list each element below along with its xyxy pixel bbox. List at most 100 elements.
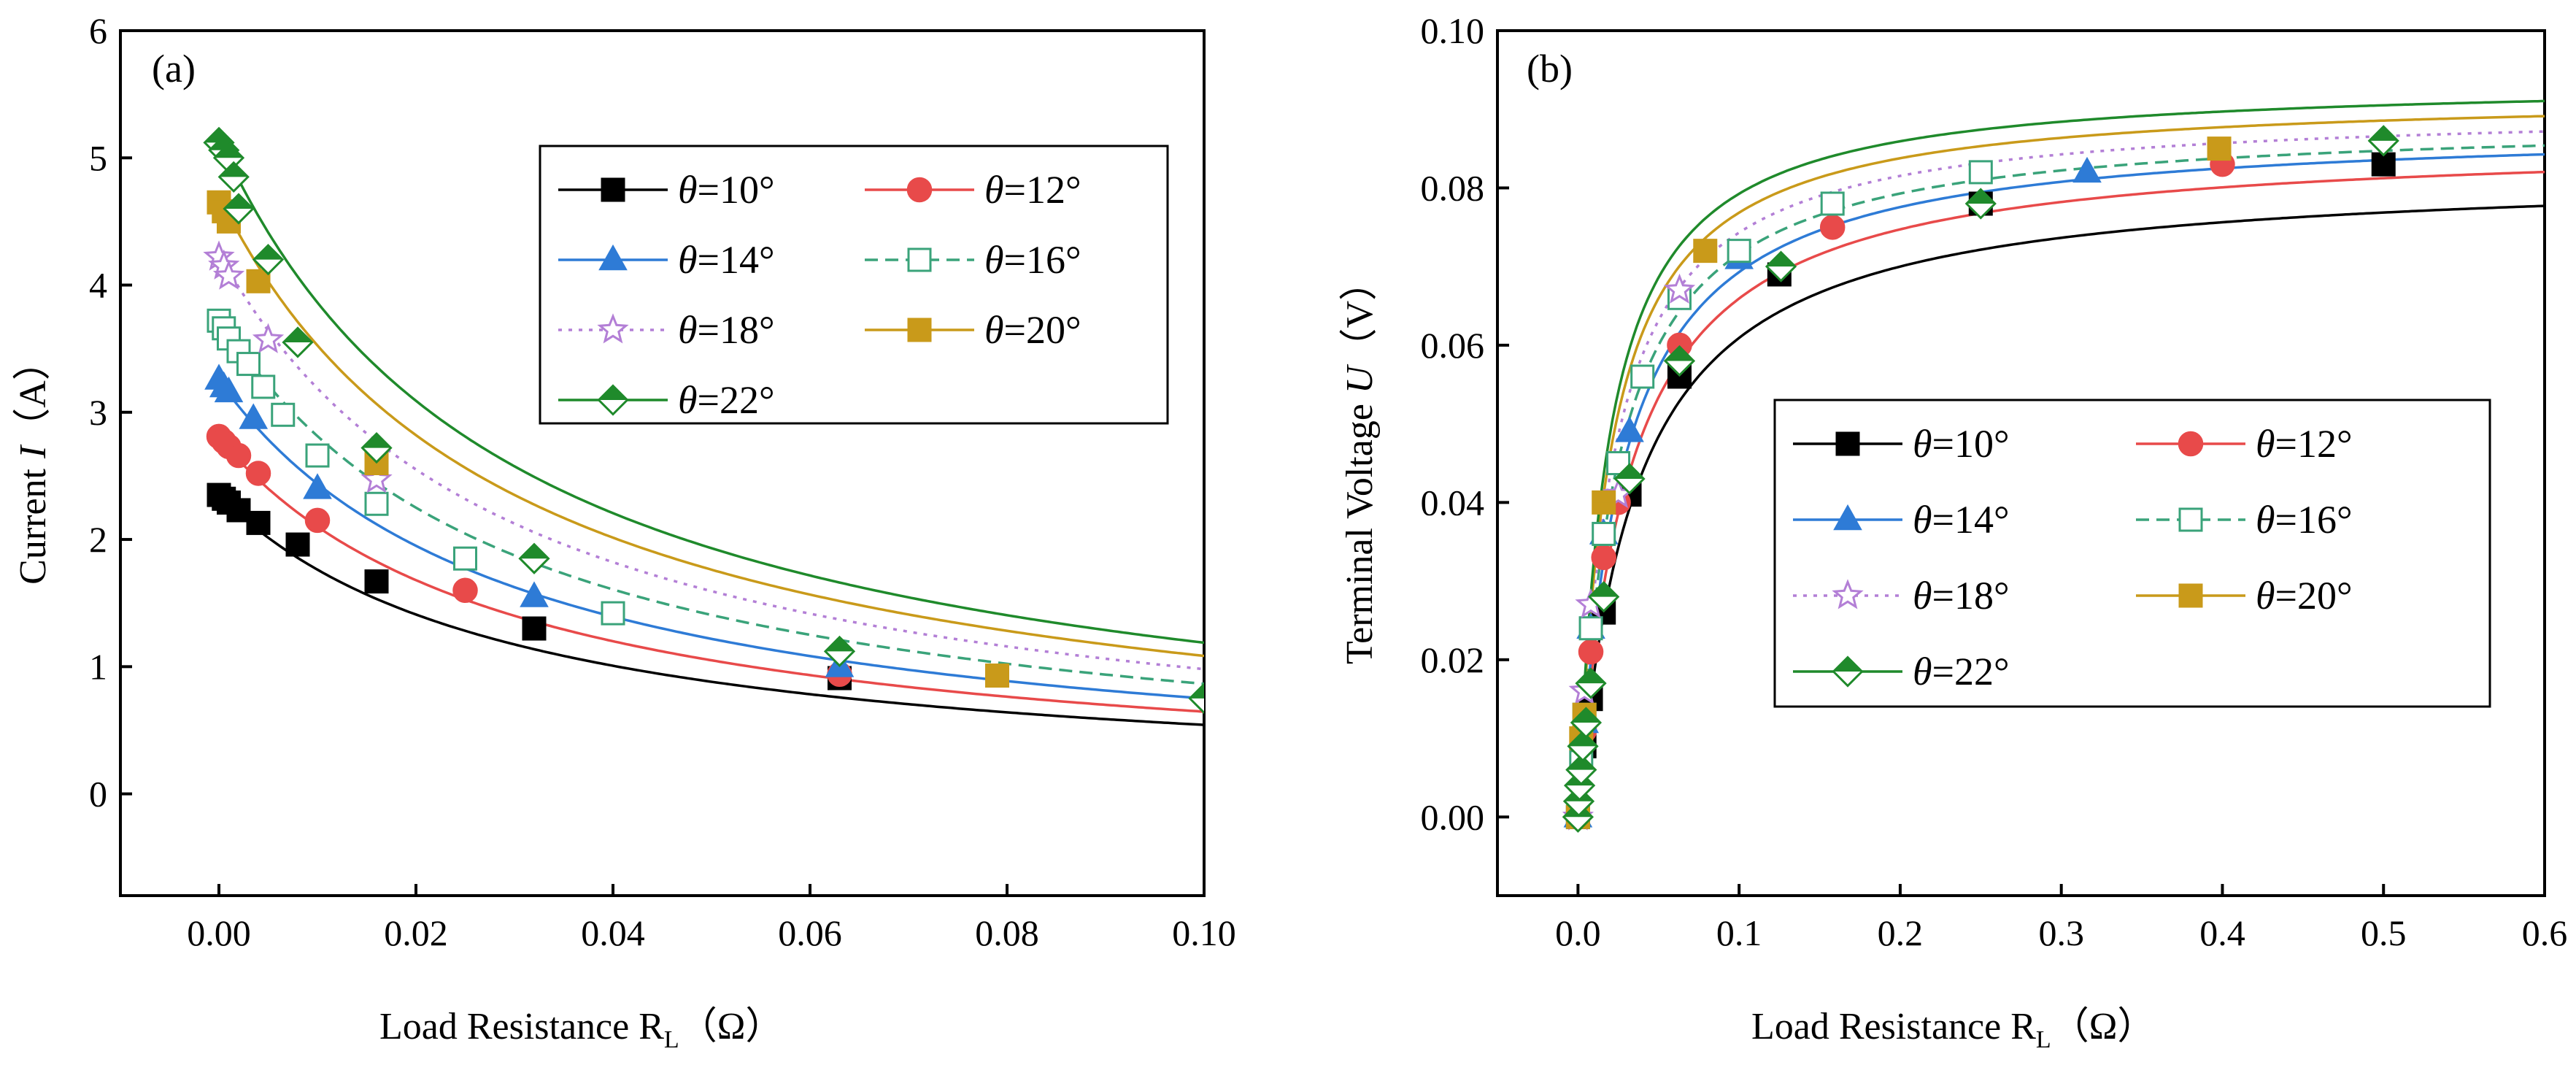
b-x-tick-label: 0.3 (2038, 912, 2084, 953)
a-point-series-3 (236, 352, 261, 377)
panel-a-series-lines (220, 144, 1204, 726)
a-legend-theta-5: θ (984, 308, 1004, 352)
b-point-series-6-top-half (1767, 252, 1796, 267)
a-legend-marker-4 (597, 313, 629, 344)
a-legend-label-1: θ=12° (984, 168, 1081, 212)
b-point-series-6-top-half (1589, 582, 1619, 597)
panel-b-y-axis-title: Terminal Voltage U（V） (1339, 263, 1381, 664)
b-point-series-3 (1606, 451, 1631, 475)
b-line-series-6 (1580, 99, 2545, 745)
a-point-series-6-top-half (362, 434, 391, 448)
panel-a-label: (a) (152, 47, 196, 91)
a-point-series-1 (304, 507, 331, 534)
b-point-series-6-top-half (1567, 755, 1596, 770)
a-point-series-5-top-half (986, 664, 1009, 676)
b-legend-marker-3 (2178, 507, 2203, 532)
a-point-series-4 (360, 463, 393, 493)
a-point-series-3 (251, 374, 276, 399)
a-point-series-6-top-half (215, 143, 243, 158)
a-point-series-5-top-half (247, 270, 269, 282)
panel-b-voltage: 0.0 0.1 0.2 0.3 0.4 0.5 0.6 0.00 0.02 0.04 0.06 0.0… (1339, 10, 2567, 1053)
a-legend-label-3: θ=16° (984, 238, 1081, 282)
a-point-series-3 (453, 546, 477, 571)
a-point-series-0 (364, 569, 389, 594)
a-point-series-6-top-half (1189, 684, 1204, 699)
a-legend-value-3: =16° (1004, 238, 1081, 282)
b-legend-marker-0 (1835, 431, 1860, 456)
panel-b-ylabel-var: U (1339, 364, 1381, 393)
b-line-series-4 (1580, 130, 2545, 757)
panel-a-ticks: 0.00 0.02 0.04 0.06 0.08 0.10 0 1 2 3 4 5 6 (89, 10, 1236, 953)
b-point-series-3 (1592, 521, 1616, 546)
b-point-series-1 (1591, 545, 1616, 571)
b-point-series-3 (1727, 239, 1751, 264)
b-legend-label-2: θ=14° (1913, 498, 2010, 542)
b-point-series-6-top-half (2369, 126, 2398, 141)
a-legend-marker-2 (598, 244, 628, 271)
b-y-tick-label: 0.00 (1421, 796, 1485, 837)
b-legend-value-6: =22° (1932, 650, 2010, 693)
a-point-series-1 (245, 461, 271, 486)
b-point-series-2 (1615, 416, 1644, 442)
b-point-series-6-top-half (1571, 708, 1600, 723)
b-point-series-6-top-half (1966, 189, 1995, 204)
a-point-series-6-top-half (254, 245, 282, 260)
b-legend-theta-5: θ (2256, 574, 2275, 618)
b-point-series-3 (1578, 616, 1603, 641)
a-point-series-4 (212, 259, 245, 290)
panel-b-label: (b) (1527, 47, 1573, 91)
a-y-tick-label: 2 (89, 519, 107, 560)
a-legend-value-1: =12° (1004, 168, 1081, 212)
a-line-series-1 (220, 439, 1204, 713)
a-legend-value-2: =14° (698, 238, 775, 282)
a-legend-label-6: θ=22° (678, 378, 775, 422)
panel-a-xlabel-unit: （Ω） (679, 1006, 784, 1047)
a-point-series-6-top-half (825, 637, 854, 652)
b-legend-theta-4: θ (1913, 574, 1932, 618)
a-y-tick-label: 3 (89, 392, 107, 433)
b-line-series-0 (1580, 204, 2545, 782)
a-point-series-0 (285, 532, 310, 557)
b-point-series-6-top-half (1665, 346, 1694, 361)
b-legend-value-2: =14° (1932, 498, 2010, 542)
a-point-series-6-top-half (283, 328, 312, 342)
a-legend-label-0: θ=10° (678, 168, 775, 212)
a-line-series-3 (220, 320, 1204, 685)
panel-a-ylabel-var: I (12, 444, 54, 459)
panel-a-ylabel-unit: （A） (12, 342, 54, 446)
a-legend-theta-0: θ (678, 168, 698, 212)
b-point-series-3 (1968, 160, 1993, 185)
b-y-tick-label: 0.06 (1421, 325, 1485, 366)
b-x-tick-label: 0.5 (2361, 912, 2407, 953)
panel-a-xlabel-sub: L (664, 1026, 679, 1053)
a-x-tick-label: 0.10 (1172, 912, 1236, 953)
panel-b-ylabel-unit: （V） (1339, 263, 1381, 366)
a-point-series-2 (239, 403, 269, 429)
panel-a-ylabel-main: Current (12, 468, 54, 584)
b-legend-marker-2 (1833, 504, 1862, 531)
b-y-tick-label: 0.10 (1421, 10, 1485, 51)
a-legend-label-4: θ=18° (678, 308, 775, 352)
panel-a-frame (119, 29, 1206, 897)
a-legend-theta-3: θ (984, 238, 1004, 282)
a-point-series-2 (214, 376, 244, 403)
b-point-series-1 (1819, 215, 1846, 240)
b-legend-marker-6-top-half (1833, 657, 1862, 672)
a-point-series-2 (520, 581, 549, 607)
panel-b-markers (1562, 125, 2399, 833)
a-point-series-6-top-half (224, 194, 253, 209)
b-x-tick-label: 0.2 (1878, 912, 1924, 953)
b-legend-label-5: θ=20° (2256, 574, 2353, 618)
a-x-tick-label: 0.04 (581, 912, 645, 953)
b-y-tick-label: 0.04 (1421, 482, 1485, 523)
b-legend-frame (1773, 399, 2491, 708)
a-point-series-1 (225, 442, 252, 469)
a-legend-value-0: =10° (698, 168, 775, 212)
panel-b-xlabel-unit: （Ω） (2051, 1006, 2156, 1047)
b-legend-label-6: θ=22° (1913, 650, 2010, 693)
a-legend-theta-2: θ (678, 238, 698, 282)
a-legend-value-6: =22° (698, 378, 775, 422)
a-point-series-3 (601, 601, 625, 626)
